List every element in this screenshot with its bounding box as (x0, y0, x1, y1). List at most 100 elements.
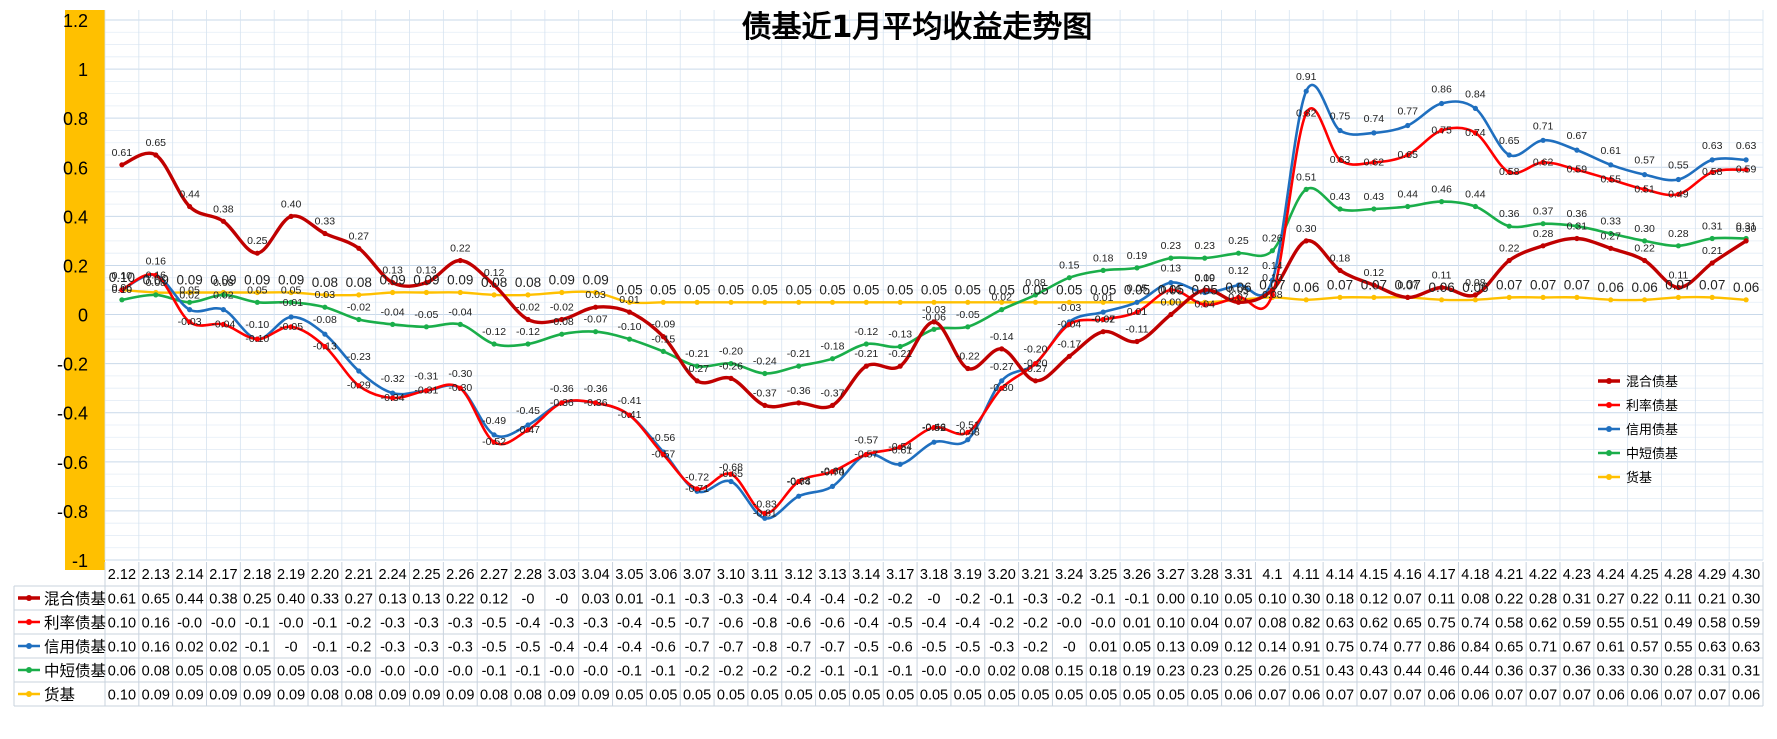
table-cell: 0.05 (1089, 688, 1117, 704)
data-point (897, 444, 903, 450)
data-label: 0.61 (1600, 145, 1621, 157)
data-label: -0.01 (279, 297, 303, 309)
data-table: 2.12 2.13 2.14 2.17 2.18 2.19 2.20 2.21 2.24 2.25… (13, 562, 1764, 707)
data-label: -0.57 (854, 435, 878, 447)
table-header-cell: 4.22 (1529, 567, 1557, 583)
data-label: 0.02 (213, 290, 234, 302)
table-cell: 0.18 (1326, 592, 1354, 608)
data-labels: 0.61 0.65 0.44 0.38 0.25 0.40 0.33 0.27 0.13 0.13… (109, 71, 1759, 519)
data-label: 0.65 (146, 137, 167, 149)
data-label: 0.63 (1702, 140, 1723, 152)
data-point (897, 461, 903, 467)
data-point (1100, 299, 1106, 305)
data-label: 0.74 (1364, 113, 1385, 125)
data-point (1642, 297, 1648, 303)
table-cell: 0.44 (1394, 664, 1422, 680)
table-cell: 0.22 (446, 592, 474, 608)
data-label: 0.06 (1428, 280, 1454, 295)
data-point (694, 363, 700, 369)
table-row-label: 利率债基 (44, 614, 106, 632)
table-cell: 0.06 (1461, 688, 1489, 704)
table-header-cell: 3.04 (581, 567, 609, 583)
data-point (1709, 169, 1715, 175)
data-label: 0.08 (1262, 289, 1283, 301)
data-label: -0.12 (482, 326, 506, 338)
data-label: -0.24 (753, 356, 777, 368)
table-header-cell: 3.28 (1191, 567, 1219, 583)
data-point (1540, 159, 1546, 165)
data-label: -0.83 (753, 498, 777, 510)
table-cell: 0.19 (1123, 664, 1151, 680)
data-point (1303, 88, 1309, 94)
data-label: -0.36 (584, 383, 608, 395)
data-point (119, 287, 125, 293)
data-label: 0.43 (1330, 191, 1351, 203)
y-tick-label: -0.8 (57, 502, 88, 522)
table-row-label: 货基 (44, 686, 75, 704)
data-label: 0.10 (109, 270, 135, 285)
data-point (525, 292, 531, 298)
data-label: 0.55 (1600, 174, 1621, 186)
data-label: 0.23 (1194, 240, 1215, 252)
data-point (694, 378, 700, 384)
data-label: 0.18 (1330, 252, 1351, 264)
table-cell: -0.1 (312, 616, 337, 632)
table-header-cell: 3.13 (818, 567, 846, 583)
table-header-cell: 3.19 (954, 567, 982, 583)
data-label: 0.09 (143, 273, 169, 288)
table-cell: -0.0 (380, 664, 405, 680)
data-point (457, 289, 463, 296)
data-label: -0.23 (347, 351, 371, 363)
data-label: 0.62 (1364, 156, 1385, 168)
data-point (1608, 230, 1614, 237)
table-cell: 0.27 (1597, 592, 1625, 608)
table-header-cell: 4.14 (1326, 567, 1354, 583)
data-label: -0.04 (381, 306, 405, 318)
table-cell: 0.05 (243, 664, 271, 680)
table-cell: 0.09 (209, 688, 237, 704)
data-point (863, 363, 869, 369)
table-cell: 0.14 (1258, 640, 1286, 656)
data-point (626, 412, 633, 418)
data-point (999, 307, 1005, 313)
table-cell: -0.0 (549, 664, 574, 680)
data-point (457, 321, 463, 327)
table-cell: -0.3 (414, 640, 439, 656)
data-label: -0.05 (279, 321, 303, 333)
table-cell: 0.75 (1427, 616, 1455, 632)
data-label: 0.09 (210, 273, 236, 288)
data-label: -0.36 (787, 385, 811, 397)
data-label: 0.05 (179, 284, 200, 296)
table-header-cell: 3.07 (683, 567, 711, 583)
table-header-cell: 3.21 (1021, 567, 1049, 583)
data-point (1709, 157, 1715, 163)
table-cell: 0.22 (1630, 592, 1658, 608)
data-label: 0.08 (1025, 277, 1046, 289)
table-legend-marker (26, 619, 32, 625)
table-cell: -0.3 (583, 616, 608, 632)
data-label: 0.31 (1736, 221, 1757, 233)
table-cell: 0.59 (1563, 616, 1591, 632)
table-cell: -0.6 (786, 616, 811, 632)
data-label: -0.41 (618, 409, 642, 421)
y-tick-label: -0.4 (57, 404, 88, 424)
data-label: -0.37 (821, 387, 845, 399)
table-cell: 0.05 (1021, 688, 1049, 704)
data-label: 0.82 (1296, 107, 1317, 119)
table-cell: 0.12 (480, 592, 508, 608)
data-label: 0.08 (146, 277, 167, 289)
data-point (1574, 235, 1580, 242)
data-point (1439, 199, 1445, 205)
table-header-cell: 2.20 (311, 567, 339, 583)
data-label: -0.03 (922, 304, 946, 316)
data-point (762, 402, 768, 408)
data-label: 0.07 (1397, 279, 1418, 291)
table-cell: 0.08 (1461, 592, 1489, 608)
table-cell: 0.01 (615, 592, 643, 608)
data-label: 0.03 (585, 289, 606, 301)
table-cell: 0.07 (1664, 688, 1692, 704)
table-cell: 0.05 (615, 688, 643, 704)
table-cell: 0.09 (378, 688, 406, 704)
table-cell: -0.4 (820, 592, 845, 608)
